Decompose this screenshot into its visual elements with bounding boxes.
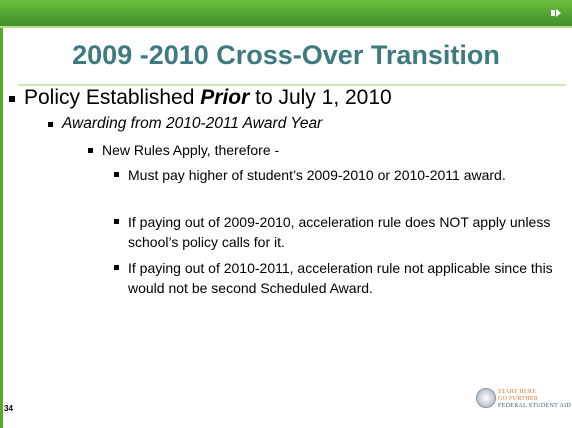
slide-title: 2009 -2010 Cross-Over Transition xyxy=(72,40,500,70)
text: Policy Established xyxy=(24,86,201,109)
emphasis: Prior xyxy=(200,86,250,109)
left-bar xyxy=(0,28,3,428)
logo-seal xyxy=(476,388,496,408)
bullet: If paying out of 2010-2011, acceleration… xyxy=(114,258,558,298)
text: to July 1, 2010 xyxy=(249,86,392,109)
title-rule xyxy=(18,84,566,86)
bullet: New Rules Apply, therefore - xyxy=(88,141,562,159)
top-line xyxy=(0,26,572,28)
top-bar xyxy=(0,0,572,26)
nav-icon xyxy=(551,9,561,17)
bullet: If paying out of 2009-2010, acceleration… xyxy=(114,212,558,252)
bullet: Must pay higher of student’s 2009-2010 o… xyxy=(114,165,558,185)
bullet: Policy Established Prior to July 1, 2010 xyxy=(9,84,564,111)
page-number: 34 xyxy=(4,404,13,413)
logo-text: FEDERAL STUDENT AID xyxy=(498,403,572,409)
logo: START HERE GO FURTHER FEDERAL STUDENT AI… xyxy=(476,386,571,410)
bullet: Awarding from 2010-2011 Award Year xyxy=(48,114,562,134)
logo-text: START HERE xyxy=(498,389,537,395)
logo-text: GO FURTHER xyxy=(498,396,539,402)
